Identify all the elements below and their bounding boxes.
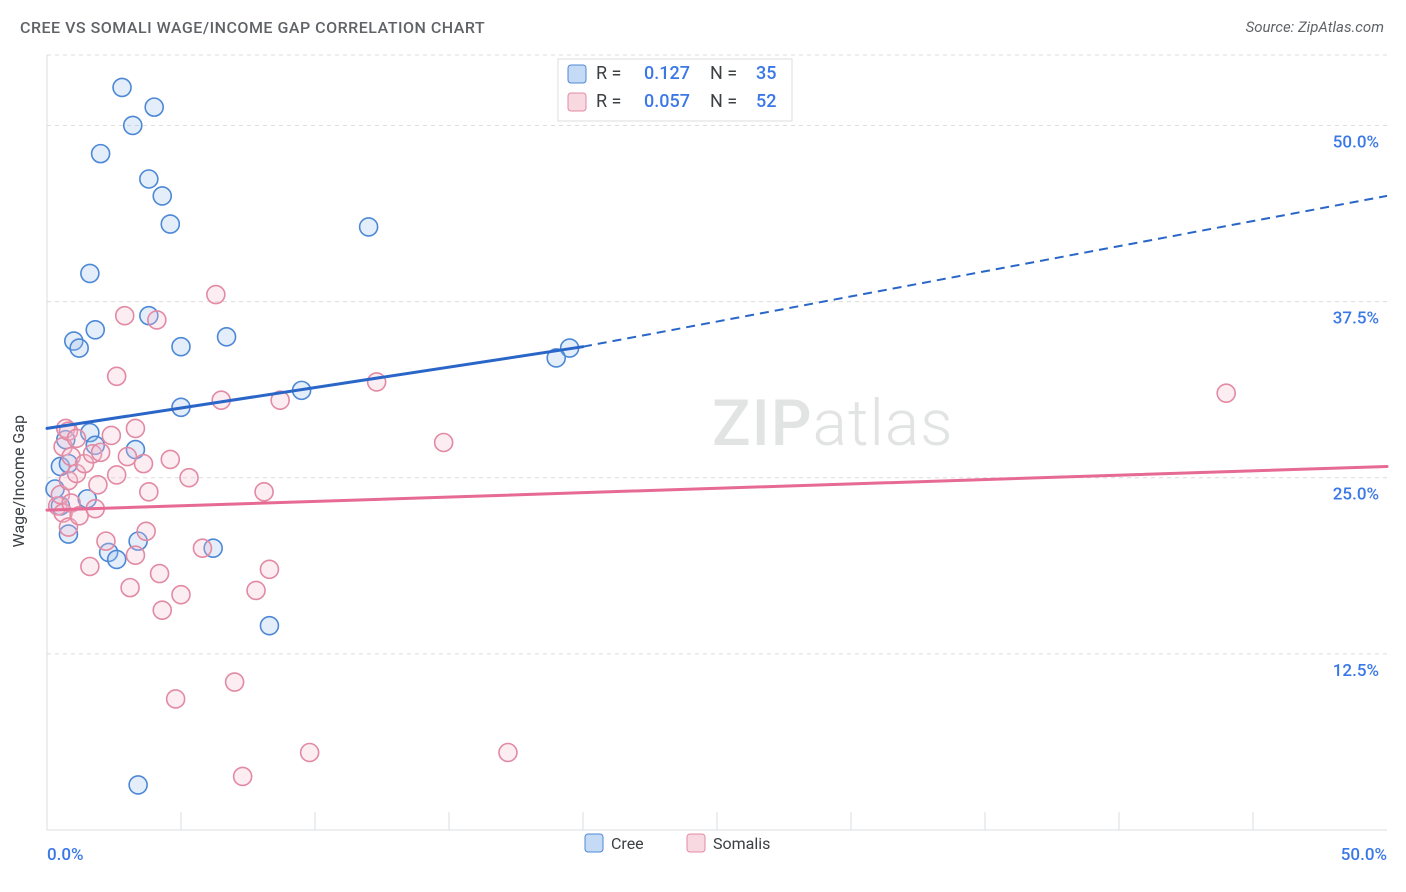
svg-text:ZIPatlas: ZIPatlas	[712, 386, 954, 461]
scatter-point-somalis	[137, 522, 155, 540]
legend-label-cree: Cree	[611, 834, 644, 853]
scatter-point-somalis	[172, 586, 190, 604]
scatter-point-somalis	[1217, 384, 1235, 402]
legend-swatch-somalis	[568, 93, 586, 111]
scatter-point-somalis	[151, 565, 169, 583]
scatter-point-somalis	[97, 532, 115, 550]
scatter-point-cree	[172, 338, 190, 356]
scatter-point-cree	[86, 321, 104, 339]
legend-n-value: 52	[756, 91, 776, 112]
legend-r-label: R =	[596, 91, 621, 112]
legend-n-label: N =	[710, 91, 737, 112]
scatter-point-somalis	[167, 690, 185, 708]
scatter-point-somalis	[102, 426, 120, 444]
scatter-point-somalis	[118, 448, 136, 466]
scatter-point-somalis	[81, 558, 99, 576]
scatter-point-somalis	[134, 455, 152, 473]
scatter-point-cree	[140, 170, 158, 188]
scatter-point-cree	[92, 145, 110, 163]
scatter-point-somalis	[368, 373, 386, 391]
scatter-point-cree	[108, 550, 126, 568]
scatter-point-somalis	[193, 539, 211, 557]
y-tick-label: 25.0%	[1333, 485, 1379, 505]
y-axis-title: Wage/Income Gap	[9, 415, 28, 547]
scatter-point-somalis	[121, 579, 139, 597]
y-tick-label: 50.0%	[1333, 132, 1379, 152]
scatter-point-somalis	[499, 744, 517, 762]
scatter-point-somalis	[67, 429, 85, 447]
legend-r-label: R =	[596, 63, 621, 84]
legend-n-value: 35	[756, 63, 776, 84]
scatter-point-somalis	[207, 286, 225, 304]
legend-label-somalis: Somalis	[713, 834, 770, 853]
scatter-point-somalis	[92, 443, 110, 461]
legend-r-value: 0.127	[644, 63, 690, 84]
x-tick-label: 50.0%	[1341, 845, 1387, 865]
scatter-point-cree	[161, 215, 179, 233]
y-tick-label: 12.5%	[1333, 661, 1379, 681]
scatter-point-somalis	[116, 307, 134, 325]
scatter-point-cree	[153, 187, 171, 205]
scatter-point-cree	[260, 617, 278, 635]
scatter-point-cree	[124, 116, 142, 134]
legend-swatch-cree	[568, 65, 586, 83]
scatter-point-somalis	[226, 673, 244, 691]
scatter-point-cree	[113, 78, 131, 96]
scatter-point-somalis	[260, 560, 278, 578]
y-tick-label: 37.5%	[1333, 309, 1379, 329]
scatter-point-somalis	[161, 450, 179, 468]
scatter-point-somalis	[435, 434, 453, 452]
legend-swatch-somalis	[687, 834, 705, 852]
scatter-point-cree	[145, 98, 163, 116]
scatter-point-cree	[129, 776, 147, 794]
scatter-point-cree	[81, 264, 99, 282]
scatter-point-cree	[218, 328, 236, 346]
scatter-point-somalis	[108, 367, 126, 385]
scatter-point-somalis	[140, 483, 158, 501]
x-tick-label: 0.0%	[47, 845, 84, 865]
correlation-scatter-chart: ZIPatlas 12.5% 25.0% 37.5% 50.0% 0.0% 50.0% Wag…	[0, 0, 1406, 892]
source-label: Source: ZipAtlas.com	[1246, 18, 1384, 36]
scatter-point-somalis	[126, 546, 144, 564]
scatter-point-somalis	[148, 311, 166, 329]
legend-n-label: N =	[710, 63, 737, 84]
scatter-point-somalis	[89, 476, 107, 494]
scatter-point-somalis	[108, 466, 126, 484]
scatter-point-cree	[360, 218, 378, 236]
scatter-point-somalis	[153, 601, 171, 619]
scatter-point-somalis	[126, 419, 144, 437]
chart-title: CREE VS SOMALI WAGE/INCOME GAP CORRELATI…	[20, 18, 485, 37]
scatter-point-somalis	[301, 744, 319, 762]
legend-swatch-cree	[585, 834, 603, 852]
scatter-point-somalis	[247, 581, 265, 599]
scatter-point-somalis	[234, 767, 252, 785]
legend-r-value: 0.057	[644, 91, 690, 112]
scatter-point-somalis	[255, 483, 273, 501]
scatter-point-cree	[70, 339, 88, 357]
scatter-point-somalis	[180, 469, 198, 487]
